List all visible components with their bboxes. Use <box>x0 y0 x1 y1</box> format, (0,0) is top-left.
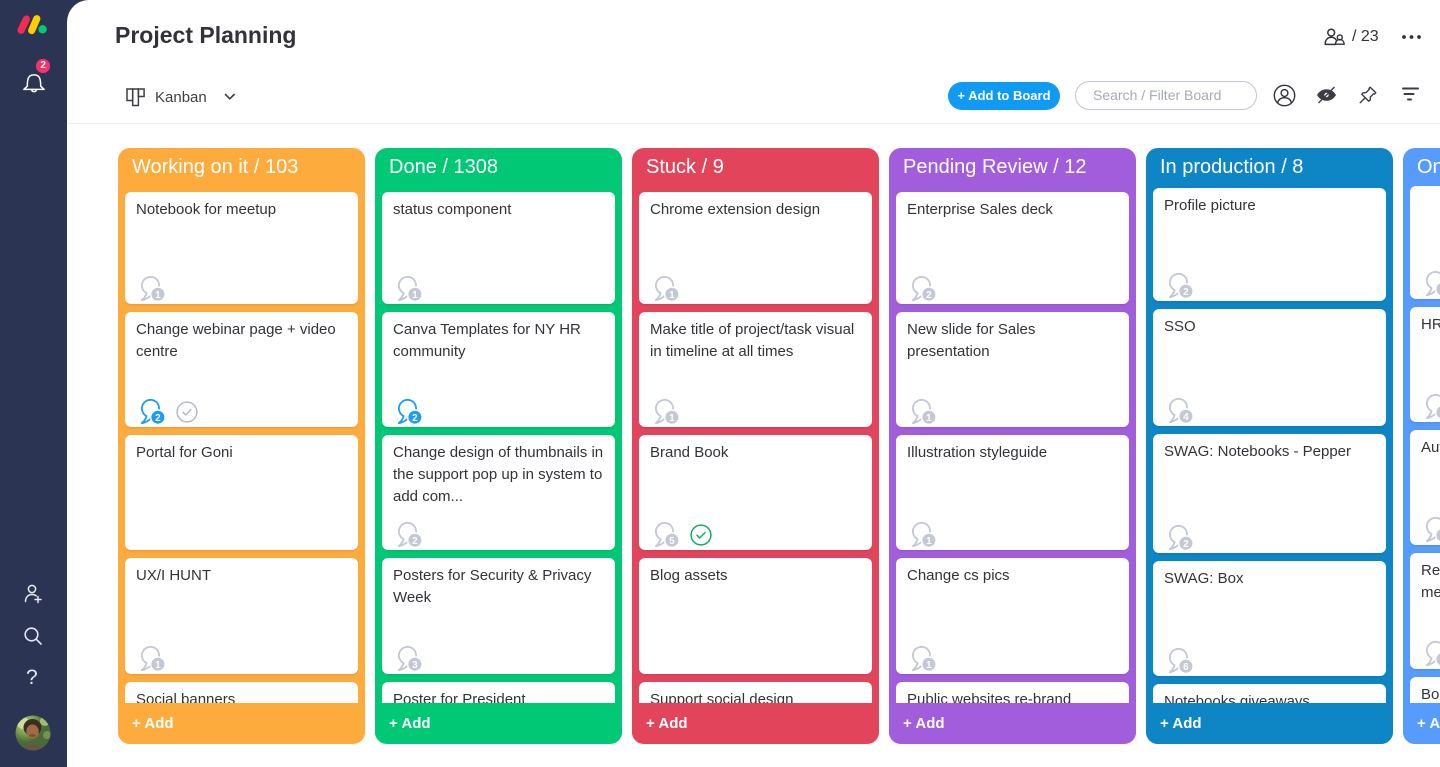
svg-text:2: 2 <box>412 413 418 424</box>
svg-text:1: 1 <box>412 290 418 301</box>
svg-text:1: 1 <box>155 660 161 671</box>
svg-text:6: 6 <box>1183 662 1189 673</box>
svg-text:2: 2 <box>412 536 418 547</box>
svg-text:4: 4 <box>1183 412 1189 423</box>
svg-text:1: 1 <box>669 413 675 424</box>
svg-text:1: 1 <box>669 290 675 301</box>
svg-text:1: 1 <box>926 536 932 547</box>
svg-text:2: 2 <box>155 413 161 424</box>
svg-text:5: 5 <box>669 536 675 547</box>
svg-text:2: 2 <box>926 290 932 301</box>
svg-text:2: 2 <box>1183 287 1189 298</box>
svg-text:1: 1 <box>926 413 932 424</box>
svg-text:3: 3 <box>412 660 418 671</box>
svg-text:1: 1 <box>155 290 161 301</box>
svg-text:1: 1 <box>926 660 932 671</box>
svg-text:2: 2 <box>1183 539 1189 550</box>
